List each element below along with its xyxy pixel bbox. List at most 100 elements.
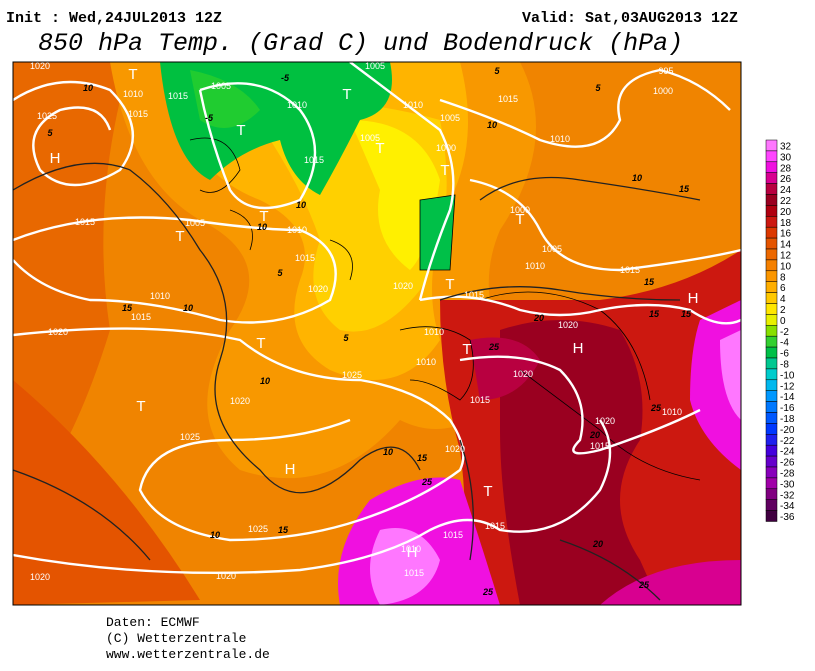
isotherm-label: 20: [589, 430, 600, 440]
colorbar-swatch: [765, 281, 778, 293]
isobar-label: 1025: [180, 432, 200, 442]
colorbar-swatch: [765, 412, 778, 424]
isotherm-label: 20: [533, 313, 544, 323]
isotherm-label: 10: [296, 200, 306, 210]
isobar-label: 1000: [436, 143, 456, 153]
isobar-label: 1025: [342, 370, 362, 380]
colorbar-label: -20: [780, 425, 795, 436]
colorbar-swatch: [765, 216, 778, 228]
colorbar-label: -34: [780, 501, 795, 512]
colorbar-label: 24: [780, 185, 792, 196]
isobar-label: 1010: [416, 357, 436, 367]
colorbar-label: 8: [780, 272, 786, 283]
isobar-label: 1015: [498, 94, 518, 104]
isobar-label: 1010: [525, 261, 545, 271]
colorbar-label: 28: [780, 163, 792, 174]
isobar-label: 1020: [216, 571, 236, 581]
colorbar-swatch: [765, 455, 778, 468]
isobar-label: 1010: [424, 327, 444, 337]
colorbar-label: -4: [780, 338, 789, 349]
isobar-label: 1015: [304, 155, 324, 165]
pressure-center: T: [342, 86, 351, 103]
colorbar-swatch: [765, 434, 778, 446]
colorbar-label: 12: [780, 250, 792, 261]
isobar-label: 1020: [595, 416, 615, 426]
isobar-label: 1015: [404, 568, 424, 578]
isotherm-label: 5: [595, 83, 601, 93]
isobar-label: 1010: [550, 134, 570, 144]
isobar-label: 1010: [401, 544, 421, 554]
pressure-center: T: [445, 276, 454, 293]
isotherm-label: 10: [83, 83, 93, 93]
colorbar-swatch: [765, 226, 778, 239]
colorbar-swatch: [765, 205, 778, 217]
valid-time: Valid: Sat,03AUG2013 12Z: [522, 10, 738, 27]
isobar-label: 1015: [131, 312, 151, 322]
isobar-label: 1005: [360, 133, 380, 143]
colorbar-label: -14: [780, 392, 795, 403]
isobar-label: 1015: [75, 217, 95, 227]
isotherm-label: -5: [281, 73, 290, 83]
website-url: www.wetterzentrale.de: [106, 647, 270, 662]
colorbar-swatch: [765, 314, 778, 326]
isobar-label: 1015: [128, 109, 148, 119]
pressure-center: T: [515, 211, 524, 228]
pressure-center: T: [175, 228, 184, 245]
isotherm-label: 15: [649, 309, 660, 319]
colorbar-label: -18: [780, 414, 795, 425]
colorbar-label: -30: [780, 479, 795, 490]
colorbar-swatch: [765, 390, 778, 402]
colorbar-label: 32: [780, 141, 792, 152]
colorbar-label: 6: [780, 283, 786, 294]
isobar-label: 1010: [287, 100, 307, 110]
isobar-label: 1020: [308, 284, 328, 294]
pressure-center: T: [440, 162, 449, 179]
isobar-label: 1015: [590, 441, 610, 451]
isobar-label: 1020: [48, 327, 68, 337]
isobar-label: 1015: [485, 521, 505, 531]
colorbar-swatch: [765, 292, 778, 304]
colorbar-label: -32: [780, 490, 795, 501]
colorbar-label: 10: [780, 261, 792, 272]
isobar-label: 1010: [662, 407, 682, 417]
isobar-label: 1015: [470, 395, 490, 405]
pressure-center: T: [483, 483, 492, 500]
isotherm-label: 10: [210, 530, 220, 540]
data-source: Daten: ECMWF: [106, 615, 200, 630]
isobar-label: 1020: [30, 61, 50, 71]
isotherm-label: 10: [183, 303, 193, 313]
colorbar-swatch: [765, 477, 778, 490]
isotherm-label: 5: [343, 333, 349, 343]
colorbar-swatch: [765, 379, 778, 391]
colorbar-label: 18: [780, 218, 792, 229]
isobar-label: 1020: [30, 572, 50, 582]
colorbar-label: 22: [780, 196, 792, 207]
isobar-label: 1005: [440, 113, 460, 123]
colorbar-label: -10: [780, 370, 795, 381]
isobar-label: 1020: [230, 396, 250, 406]
isobar-label: 1005: [365, 61, 385, 71]
colorbar-swatch: [765, 488, 778, 500]
colorbar-swatch: [765, 368, 778, 381]
isotherm-label: -5: [205, 113, 214, 123]
colorbar-swatch: [765, 172, 778, 184]
colorbar-label: 0: [780, 316, 786, 327]
isotherm-label: 25: [638, 580, 650, 590]
map-title: 850 hPa Temp. (Grad C) und Bodendruck (h…: [38, 29, 683, 58]
isotherm-label: 15: [417, 453, 428, 463]
isotherm-label: 25: [421, 477, 433, 487]
isotherm-label: 5: [494, 66, 500, 76]
isobar-label: 1005: [185, 218, 205, 228]
isobar-label: 1025: [37, 111, 57, 121]
colorbar-label: 2: [780, 305, 786, 316]
map-frame: [12, 61, 742, 606]
colorbar-swatch: [765, 150, 778, 163]
init-time: Init : Wed,24JUL2013 12Z: [6, 10, 222, 27]
pressure-center: H: [573, 340, 584, 357]
isobar-label: 1020: [513, 369, 533, 379]
colorbar-label: -16: [780, 403, 795, 414]
colorbar-label: 26: [780, 174, 792, 185]
map-field: [13, 62, 741, 605]
pressure-center: T: [136, 398, 145, 415]
